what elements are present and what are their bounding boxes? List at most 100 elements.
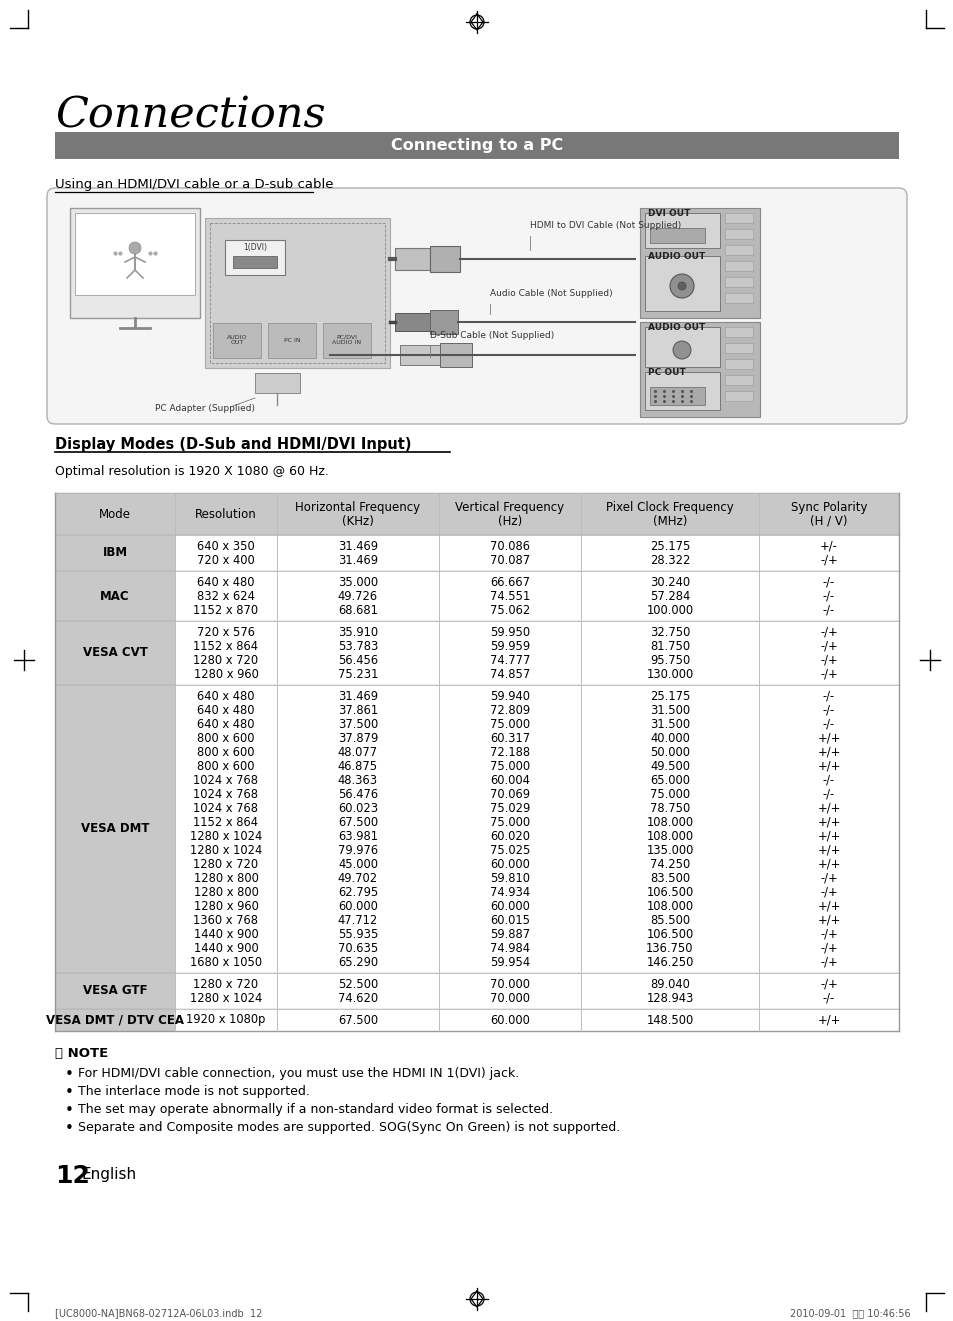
- Text: -/-: -/-: [822, 787, 834, 801]
- Text: -/+: -/+: [820, 654, 837, 667]
- Text: -/-: -/-: [822, 604, 834, 617]
- Bar: [174, 535, 276, 571]
- Bar: [55, 571, 174, 621]
- Text: 640 x 480: 640 x 480: [197, 576, 254, 588]
- Bar: [759, 621, 898, 686]
- Bar: [276, 621, 438, 686]
- Text: For HDMI/DVI cable connection, you must use the HDMI IN 1(DVI) jack.: For HDMI/DVI cable connection, you must …: [78, 1067, 518, 1081]
- Text: 78.750: 78.750: [649, 802, 689, 815]
- Bar: [439, 343, 472, 367]
- Text: 79.976: 79.976: [337, 844, 377, 856]
- Bar: [276, 974, 438, 1009]
- Text: -/+: -/+: [820, 885, 837, 898]
- Text: D-Sub Cable (Not Supplied): D-Sub Cable (Not Supplied): [430, 332, 554, 339]
- Text: 35.000: 35.000: [337, 576, 377, 588]
- Bar: [724, 229, 752, 239]
- FancyBboxPatch shape: [47, 188, 906, 424]
- Bar: [276, 571, 438, 621]
- Text: PC OUT: PC OUT: [647, 369, 685, 376]
- Text: -/+: -/+: [820, 942, 837, 955]
- Text: 2010-09-01  오전 10:46:56: 2010-09-01 오전 10:46:56: [789, 1308, 910, 1318]
- Bar: [276, 535, 438, 571]
- Text: 75.000: 75.000: [490, 717, 530, 731]
- Bar: [225, 240, 285, 275]
- Text: Vertical Frequency: Vertical Frequency: [455, 501, 564, 514]
- Bar: [438, 535, 580, 571]
- Text: 59.887: 59.887: [490, 927, 530, 941]
- Text: 72.809: 72.809: [490, 704, 530, 716]
- Text: 148.500: 148.500: [646, 1013, 693, 1026]
- Text: 146.250: 146.250: [645, 955, 693, 968]
- Text: 60.317: 60.317: [490, 732, 530, 745]
- Text: Using an HDMI/DVI cable or a D-sub cable: Using an HDMI/DVI cable or a D-sub cable: [55, 178, 334, 192]
- Text: 31.500: 31.500: [649, 717, 689, 731]
- Text: 52.500: 52.500: [337, 978, 377, 991]
- Bar: [438, 571, 580, 621]
- Text: VESA DMT: VESA DMT: [81, 823, 149, 835]
- Bar: [438, 1009, 580, 1030]
- Bar: [55, 1009, 174, 1030]
- Bar: [174, 974, 276, 1009]
- Text: Resolution: Resolution: [195, 507, 256, 520]
- Text: 65.290: 65.290: [337, 955, 377, 968]
- Bar: [724, 213, 752, 223]
- Bar: [430, 310, 457, 334]
- Text: 75.025: 75.025: [489, 844, 530, 856]
- Text: 800 x 600: 800 x 600: [197, 732, 254, 745]
- Text: 60.020: 60.020: [490, 830, 530, 843]
- Text: 70.086: 70.086: [490, 539, 530, 552]
- Bar: [205, 218, 390, 369]
- Text: The set may operate abnormally if a non-standard video format is selected.: The set may operate abnormally if a non-…: [78, 1103, 553, 1116]
- Bar: [644, 256, 720, 310]
- Text: 1280 x 800: 1280 x 800: [193, 885, 258, 898]
- Text: +/+: +/+: [817, 900, 840, 913]
- Text: 832 x 624: 832 x 624: [197, 589, 254, 602]
- Text: 48.077: 48.077: [337, 745, 377, 758]
- Text: Audio Cable (Not Supplied): Audio Cable (Not Supplied): [490, 289, 612, 299]
- Text: DVI OUT: DVI OUT: [647, 209, 690, 218]
- Bar: [724, 391, 752, 402]
- Text: -/+: -/+: [820, 872, 837, 885]
- Text: 1280 x 800: 1280 x 800: [193, 872, 258, 885]
- Text: 1152 x 864: 1152 x 864: [193, 639, 258, 653]
- Bar: [639, 207, 760, 318]
- Text: 74.250: 74.250: [649, 857, 689, 871]
- Text: 1440 x 900: 1440 x 900: [193, 942, 258, 955]
- Text: 81.750: 81.750: [649, 639, 689, 653]
- Text: 60.000: 60.000: [490, 1013, 529, 1026]
- Text: -/+: -/+: [820, 626, 837, 638]
- Text: 720 x 400: 720 x 400: [197, 553, 254, 567]
- Bar: [580, 535, 759, 571]
- Text: 1280 x 960: 1280 x 960: [193, 667, 258, 680]
- Text: 800 x 600: 800 x 600: [197, 745, 254, 758]
- Text: 1360 x 768: 1360 x 768: [193, 914, 258, 926]
- Text: PC IN: PC IN: [283, 337, 300, 342]
- Text: •: •: [65, 1122, 73, 1136]
- Text: 1(DVI): 1(DVI): [243, 243, 267, 252]
- Text: +/+: +/+: [817, 830, 840, 843]
- Text: 85.500: 85.500: [649, 914, 689, 926]
- Text: +/+: +/+: [817, 802, 840, 815]
- Text: 640 x 480: 640 x 480: [197, 717, 254, 731]
- Text: -/+: -/+: [820, 667, 837, 680]
- Text: 59.954: 59.954: [490, 955, 530, 968]
- Text: VESA GTF: VESA GTF: [83, 984, 147, 997]
- Text: 1280 x 720: 1280 x 720: [193, 978, 258, 991]
- Text: The interlace mode is not supported.: The interlace mode is not supported.: [78, 1085, 310, 1098]
- Text: 89.040: 89.040: [649, 978, 689, 991]
- Bar: [580, 493, 759, 535]
- Text: 75.000: 75.000: [649, 787, 689, 801]
- Bar: [724, 244, 752, 255]
- Bar: [580, 571, 759, 621]
- Text: [UC8000-NA]BN68-02712A-06L03.indb  12: [UC8000-NA]BN68-02712A-06L03.indb 12: [55, 1308, 262, 1318]
- Text: 70.000: 70.000: [490, 992, 530, 1004]
- Text: 63.981: 63.981: [337, 830, 377, 843]
- Text: +/-: +/-: [820, 539, 837, 552]
- Bar: [759, 571, 898, 621]
- Bar: [724, 359, 752, 369]
- Bar: [759, 1009, 898, 1030]
- Text: 66.667: 66.667: [490, 576, 530, 588]
- Text: 74.857: 74.857: [489, 667, 530, 680]
- Bar: [55, 974, 174, 1009]
- Bar: [724, 262, 752, 271]
